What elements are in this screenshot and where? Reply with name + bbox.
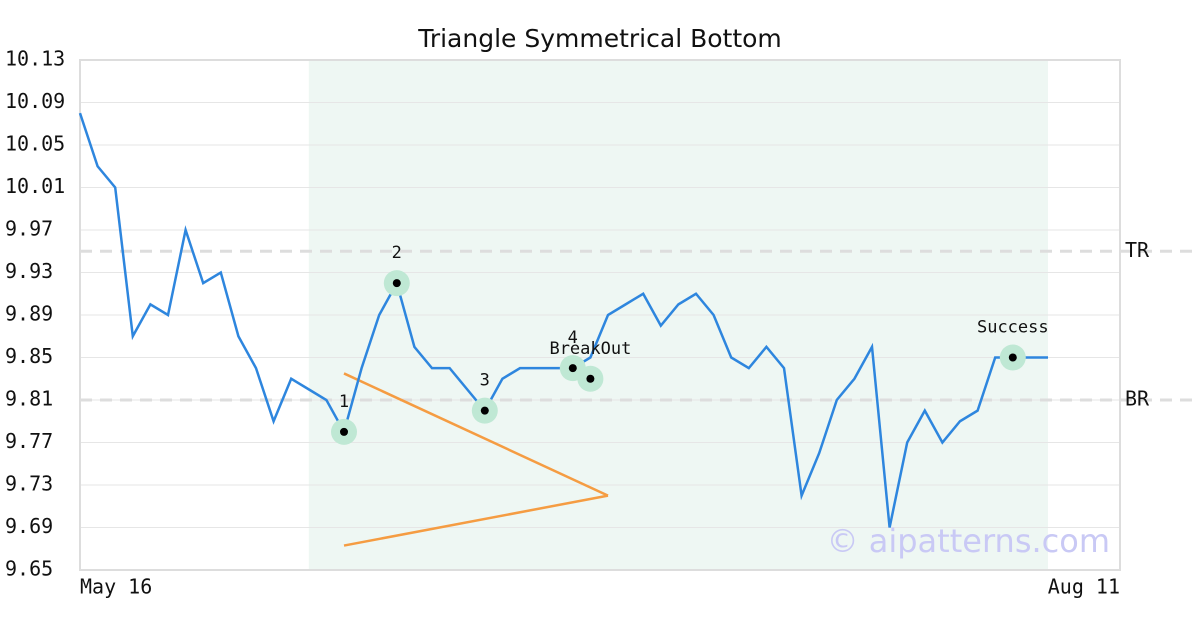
x-tick-label: May 16 (80, 575, 152, 599)
plot-frame (79, 59, 1121, 571)
pattern-point (1008, 353, 1017, 362)
y-tick-label: 9.89 (5, 302, 53, 326)
y-tick-label: 9.93 (5, 259, 53, 283)
point-label: 1 (339, 392, 349, 412)
point-label: 2 (392, 243, 402, 263)
y-tick-label: 10.01 (5, 174, 65, 198)
pattern-point (586, 374, 595, 383)
triangle-line (343, 494, 609, 547)
y-tick-label: 10.13 (5, 47, 65, 71)
level-label: BR (1125, 387, 1150, 411)
pattern-point (392, 279, 401, 288)
pattern-point (340, 427, 348, 436)
y-tick-label: 10.09 (5, 89, 65, 113)
y-tick-label: 9.85 (5, 344, 53, 368)
pattern-point (568, 364, 577, 373)
triangle-line (343, 372, 609, 497)
point-label: 4 (568, 328, 578, 348)
y-tick-label: 9.65 (5, 557, 53, 581)
x-tick-label: Aug 11 (1048, 575, 1120, 599)
pattern-point (480, 406, 489, 415)
y-tick-label: 9.73 (5, 472, 53, 496)
point-label: Success (977, 318, 1049, 338)
y-tick-label: 9.97 (5, 217, 53, 241)
level-label: TR (1125, 238, 1150, 262)
watermark: © aipatterns.com (827, 522, 1110, 560)
point-label: BreakOut (549, 339, 631, 359)
y-tick-label: 9.77 (5, 429, 53, 453)
chart-title: Triangle Symmetrical Bottom (417, 24, 782, 53)
y-tick-label: 9.81 (5, 387, 53, 411)
y-tick-label: 10.05 (5, 132, 65, 156)
point-label: 3 (480, 371, 490, 391)
y-tick-label: 9.69 (5, 514, 53, 538)
